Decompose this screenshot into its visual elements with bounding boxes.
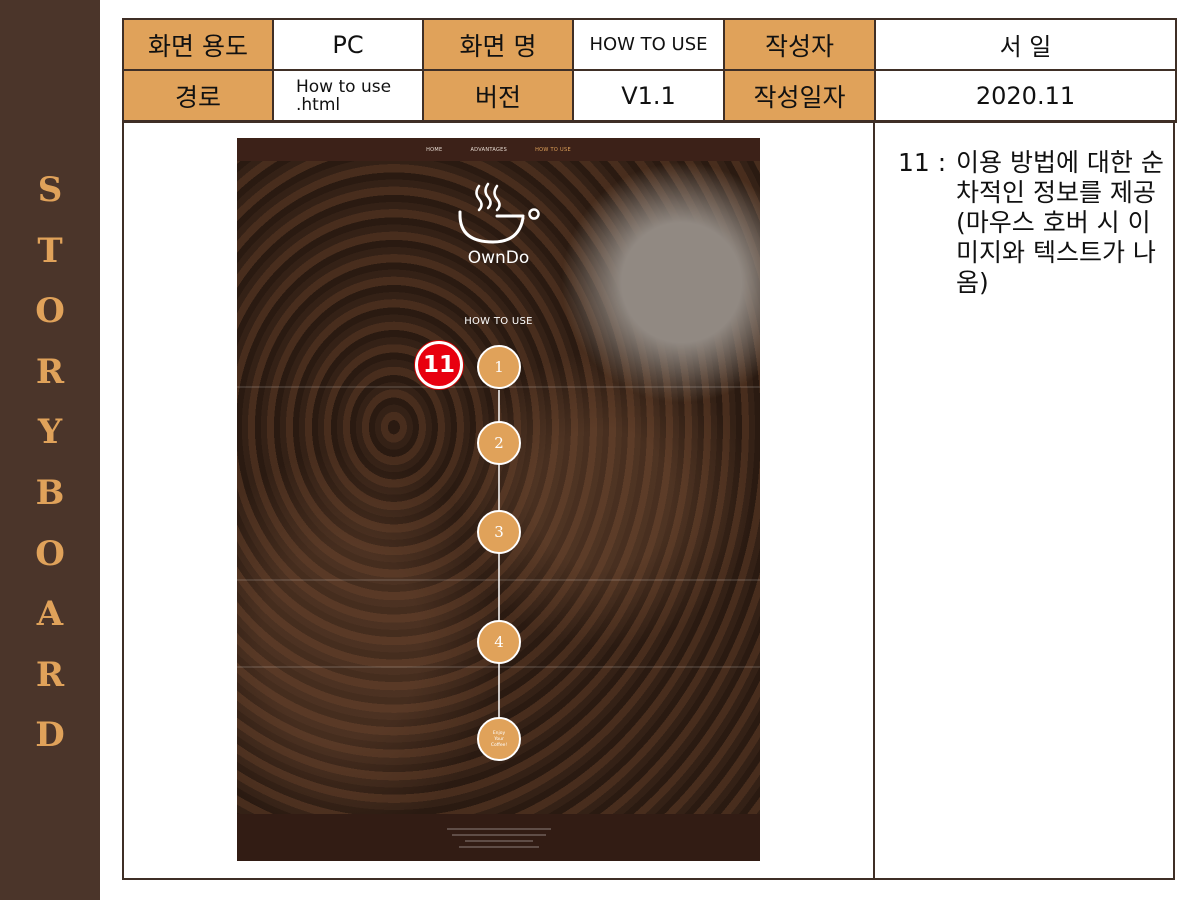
storyboard-letter: D [35,715,65,756]
version-value: V1.1 [572,69,725,123]
storyboard-band: S T O R Y B O A R D [0,0,100,900]
storyboard-body [122,120,1175,880]
screen-use-label: 화면 용도 [122,18,274,71]
path-value-line2: .html [296,95,341,115]
step-2[interactable]: 2 [477,421,521,465]
storyboard-letter: O [35,291,65,332]
step-1[interactable]: 1 [477,345,521,389]
footer-text-placeholder [459,846,539,848]
storyboard-letter: B [35,472,65,513]
storyboard-letter: R [35,351,65,392]
storyboard-letter: R [35,654,65,695]
storyboard-header-table: 화면 용도 PC 화면 명 HOW TO USE 작성자 서 일 경로 How … [122,18,1177,123]
final-step-line: Your [494,737,504,742]
screen-name-label: 화면 명 [422,18,574,71]
step-4[interactable]: 4 [477,620,521,664]
path-value: How to use .html [272,69,424,123]
storyboard-letter: O [35,533,65,574]
nav-how-to-use[interactable]: HOW TO USE [535,146,571,153]
storyboard-letter: S [37,170,63,210]
final-step-line: Coffee! [490,743,508,748]
how-to-use-title: HOW TO USE [464,316,533,327]
brand-name: OwnDo [467,248,530,268]
final-step-line: Enjoy [492,731,506,736]
screen-use-value: PC [272,18,424,71]
website-mockup: HOME ADVANTAGES HOW TO USE OwnDo HOW TO … [237,138,760,861]
step-3[interactable]: 3 [477,510,521,554]
storyboard-letter: A [36,594,64,635]
path-label: 경로 [122,69,274,123]
date-value: 2020.11 [874,69,1177,123]
footer-text-placeholder [447,828,551,830]
nav-advantages[interactable]: ADVANTAGES [470,146,508,153]
nav-home[interactable]: HOME [426,146,443,153]
coffee-cup-logo-icon [458,182,540,244]
date-label: 작성일자 [723,69,876,123]
author-label: 작성자 [723,18,876,71]
author-value: 서 일 [874,18,1177,71]
storyboard-title: S T O R Y B O A R D [0,160,100,766]
note-number: 11 : [898,148,947,177]
version-label: 버전 [422,69,574,123]
path-value-line1: How to use [296,77,392,97]
mockup-footer [237,814,760,861]
screen-name-value: HOW TO USE [572,18,725,71]
footer-text-placeholder [465,840,533,842]
annotation-marker-11: 11 [415,341,463,389]
storyboard-letter: T [37,230,63,271]
step-enjoy-coffee[interactable]: Enjoy Your Coffee! [477,717,521,761]
body-divider [873,120,875,880]
note-text: 이용 방법에 대한 순차적인 정보를 제공(마우스 호버 시 이미지와 텍스트가… [956,148,1164,297]
footer-text-placeholder [452,834,546,836]
timeline-line [498,390,500,750]
mockup-nav-bar: HOME ADVANTAGES HOW TO USE [237,138,760,161]
storyboard-letter: Y [37,412,63,453]
